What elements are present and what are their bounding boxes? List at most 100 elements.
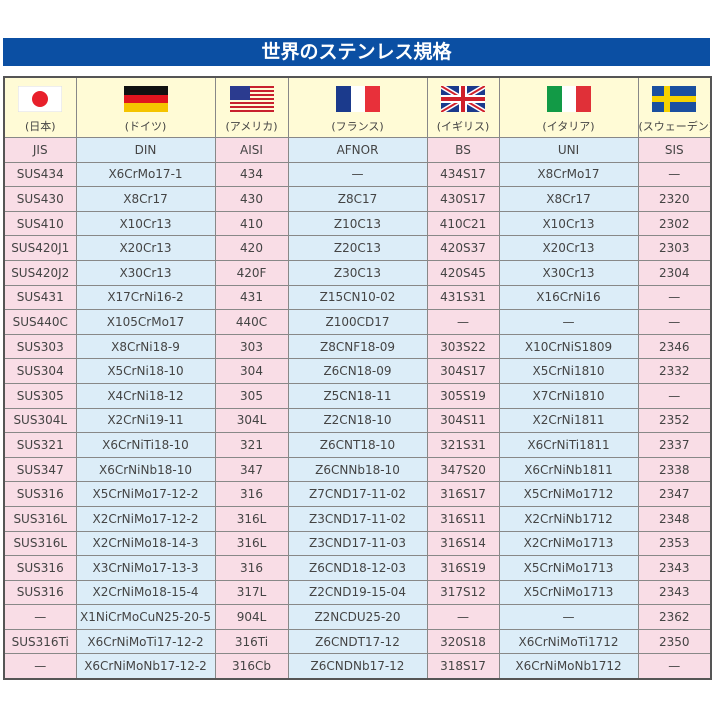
- table-cell: 316Ti: [214, 628, 289, 655]
- table-row: SUS347 X6CrNiNb18-10 347 Z6CNNb18-10 347S20 X…: [3, 456, 712, 483]
- table-cell: 304: [214, 358, 289, 384]
- table-row: SUS434 X6CrMo17-1 434—434S17 X8CrMo17—: [3, 161, 712, 188]
- table-cell: —: [637, 382, 712, 409]
- table-cell: 410C21: [426, 210, 500, 237]
- table-cell: SUS304: [3, 358, 77, 384]
- table-cell: 316L: [214, 530, 289, 557]
- table-cell: 304L: [214, 407, 289, 434]
- table-cell: Z6CNNb18-10: [287, 456, 428, 483]
- table-cell: 317S12: [426, 579, 500, 606]
- table-cell: DIN: [75, 137, 216, 163]
- country-header-cell: (アメリカ): [214, 76, 289, 138]
- table-cell: 316S19: [426, 555, 500, 581]
- table-cell: SUS434: [3, 161, 77, 188]
- table-cell: AFNOR: [287, 137, 428, 163]
- table-cell: —: [3, 653, 77, 680]
- table-cell: Z5CN18-11: [287, 382, 428, 409]
- table-cell: 2350: [637, 628, 712, 655]
- table-cell: 2337: [637, 432, 712, 458]
- table-cell: 2346: [637, 333, 712, 360]
- table-cell: 2303: [637, 235, 712, 261]
- table-cell: 2320: [637, 186, 712, 212]
- table-cell: 305S19: [426, 382, 500, 409]
- table-cell: 2304: [637, 259, 712, 286]
- table-cell: 321S31: [426, 432, 500, 458]
- table-cell: 420: [214, 235, 289, 261]
- table-cell: 2343: [637, 555, 712, 581]
- table-cell: Z6CNDNb17-12: [287, 653, 428, 680]
- table-cell: X10CrNiS1809: [498, 333, 639, 360]
- country-header-cell: (日本): [3, 76, 77, 138]
- table-row: SUS316L X2CrNiMo17-12-2 316L Z3CND17-11-02 3…: [3, 505, 712, 532]
- table-cell: X16CrNi16: [498, 284, 639, 311]
- table-cell: Z6CNDT17-12: [287, 628, 428, 655]
- table-cell: SUS316L: [3, 505, 77, 532]
- table-cell: X6CrNiTi18-10: [75, 432, 216, 458]
- country-header-cell: (ドイツ): [75, 76, 216, 138]
- country-header-cell: (イタリア): [498, 76, 639, 138]
- table-cell: X6CrNiMoTi1712: [498, 628, 639, 655]
- table-row: SUS440C X105CrMo17 440C Z100CD17— — —: [3, 309, 712, 335]
- standards-header-row: JIS DIN AISI AFNOR BS UNI SIS: [3, 137, 712, 163]
- table-cell: X17CrNi16-2: [75, 284, 216, 311]
- table-cell: —: [637, 309, 712, 335]
- table-cell: X2CrNi1811: [498, 407, 639, 434]
- table-cell: X30Cr13: [498, 259, 639, 286]
- table-cell: Z3CND17-11-03: [287, 530, 428, 557]
- table-cell: 420F: [214, 259, 289, 286]
- table-cell: SUS420J2: [3, 259, 77, 286]
- table-row: — X6CrNiMoNb17-12-2 316Cb Z6CNDNb17-12 318S1…: [3, 653, 712, 680]
- table-cell: 316S11: [426, 505, 500, 532]
- table-row: SUS316 X3CrNiMo17-13-3 316 Z6CND18-12-03 316…: [3, 555, 712, 581]
- table-cell: Z15CN10-02: [287, 284, 428, 311]
- table-cell: JIS: [3, 137, 77, 163]
- table-cell: SUS305: [3, 382, 77, 409]
- table-cell: 316: [214, 555, 289, 581]
- table-cell: 304S17: [426, 358, 500, 384]
- table-row: SUS304L X2CrNi19-11 304L Z2CN18-10 304S11 X2C…: [3, 407, 712, 434]
- table-row: SUS303 X8CrNi18-9 303 Z8CNF18-09 303S22 X10Cr…: [3, 333, 712, 360]
- table-cell: SUS316: [3, 579, 77, 606]
- table-cell: SUS347: [3, 456, 77, 483]
- country-label: (アメリカ): [225, 120, 278, 133]
- table-cell: Z10C13: [287, 210, 428, 237]
- table-cell: 316: [214, 481, 289, 507]
- table-cell: X5CrNi1810: [498, 358, 639, 384]
- country-header-cell: (フランス): [287, 76, 428, 138]
- table-cell: X2CrNiMo17-12-2: [75, 505, 216, 532]
- table-cell: 320S18: [426, 628, 500, 655]
- table-row: — X1NiCrMoCuN25-20-5 904L Z2NCDU25-20— —2362: [3, 604, 712, 630]
- table-cell: 303S22: [426, 333, 500, 360]
- country-label: (イギリス): [436, 120, 490, 133]
- country-label: (スウェーデン): [638, 120, 711, 133]
- table-cell: 317L: [214, 579, 289, 606]
- table-cell: X3CrNiMo17-13-3: [75, 555, 216, 581]
- table-cell: X1NiCrMoCuN25-20-5: [75, 604, 216, 630]
- table-cell: 434S17: [426, 161, 500, 188]
- table-cell: —: [426, 309, 500, 335]
- table-cell: 434: [214, 161, 289, 188]
- country-label: (ドイツ): [124, 120, 167, 133]
- table-row: SUS431 X17CrNi16-2 431 Z15CN10-02 431S31 X16C…: [3, 284, 712, 311]
- table-cell: 431S31: [426, 284, 500, 311]
- table-cell: Z30C13: [287, 259, 428, 286]
- table-cell: Z7CND17-11-02: [287, 481, 428, 507]
- table-cell: 430: [214, 186, 289, 212]
- table-cell: 2338: [637, 456, 712, 483]
- uk-flag-icon: [441, 86, 485, 112]
- table-cell: 304S11: [426, 407, 500, 434]
- table-cell: 318S17: [426, 653, 500, 680]
- table-cell: X2CrNiMo18-14-3: [75, 530, 216, 557]
- page-title: 世界のステンレス規格: [3, 38, 710, 66]
- italy-flag-icon: [546, 86, 591, 112]
- country-label: (イタリア): [542, 120, 595, 133]
- table-row: SUS316L X2CrNiMo18-14-3 316L Z3CND17-11-03 3…: [3, 530, 712, 557]
- table-cell: 2302: [637, 210, 712, 237]
- table-cell: SUS440C: [3, 309, 77, 335]
- table-cell: X6CrNiNb1811: [498, 456, 639, 483]
- country-header-cell: (スウェーデン): [637, 76, 712, 138]
- table-cell: X8Cr17: [75, 186, 216, 212]
- table-cell: 420S45: [426, 259, 500, 286]
- table-cell: Z2CND19-15-04: [287, 579, 428, 606]
- country-label: (日本): [24, 120, 56, 133]
